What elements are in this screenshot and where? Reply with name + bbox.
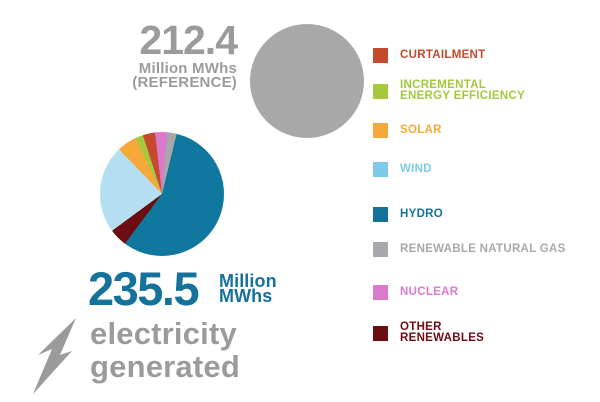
curtailment-swatch-icon [373, 48, 388, 63]
legend-item-incremental-energy-efficiency: INCREMENTAL ENERGY EFFICIENCY [373, 79, 526, 102]
generated-unit: Million MWhs [219, 271, 277, 306]
legend-item-hydro: HYDRO [373, 207, 443, 222]
wind-swatch-icon [373, 162, 388, 177]
reference-total: 212.4 Million MWhs (REFERENCE) [105, 17, 238, 91]
generation-pie-chart [100, 132, 224, 256]
legend-item-wind: WIND [373, 162, 432, 177]
legend-label: OTHER RENEWABLES [400, 321, 485, 344]
nuclear-swatch-icon [373, 285, 388, 300]
hydro-swatch-icon [373, 207, 388, 222]
legend-item-renewable-natural-gas: RENEWABLE NATURAL GAS [373, 242, 566, 257]
generated-value: 235.5 [88, 262, 200, 315]
incremental-energy-efficiency-swatch-icon [373, 83, 388, 99]
renewable-natural-gas-swatch-icon [373, 242, 388, 257]
legend-label: HYDRO [400, 208, 444, 220]
legend: CURTAILMENT INCREMENTAL ENERGY EFFICIENC… [373, 0, 593, 402]
legend-label: RENEWABLE NATURAL GAS [400, 243, 566, 255]
legend-item-solar: SOLAR [373, 123, 442, 138]
solar-swatch-icon [373, 123, 388, 138]
legend-label: WIND [400, 163, 432, 175]
other-renewables-swatch-icon [373, 325, 388, 341]
legend-label: INCREMENTAL ENERGY EFFICIENCY [400, 79, 526, 102]
reference-caption: Million MWhs (REFERENCE) [132, 60, 237, 91]
legend-label: CURTAILMENT [400, 49, 486, 61]
reference-circle-chart [250, 24, 364, 138]
lightning-bolt-icon [33, 318, 76, 394]
legend-item-nuclear: NUCLEAR [373, 285, 458, 300]
reference-value: 212.4 [139, 17, 238, 63]
generated-label: electricity generated [90, 316, 240, 384]
legend-item-curtailment: CURTAILMENT [373, 48, 486, 63]
legend-item-other-renewables: OTHER RENEWABLES [373, 321, 485, 344]
legend-label: SOLAR [400, 124, 442, 136]
legend-label: NUCLEAR [400, 286, 459, 298]
